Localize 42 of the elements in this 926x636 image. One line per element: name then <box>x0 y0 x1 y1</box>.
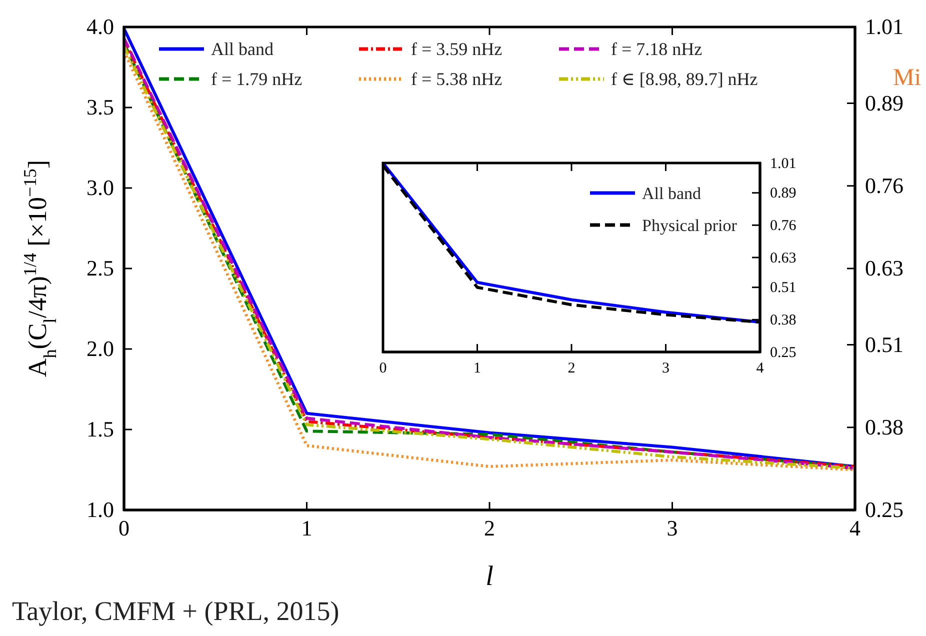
legend-label: f = 7.18 nHz <box>611 39 702 59</box>
x-tick-label: 0 <box>118 516 130 541</box>
legend-label: All band <box>211 39 274 59</box>
legend-label: f ∈ [8.98, 89.7] nHz <box>611 69 758 89</box>
y-tick-label: 2.5 <box>86 256 114 281</box>
x-axis-title: l <box>486 561 494 592</box>
y2-tick-label: 0.89 <box>865 90 904 116</box>
y-tick-label: 3.5 <box>86 94 114 120</box>
text: Taylor, CMFM + (PRL, 2015) <box>12 596 340 626</box>
legend-label: All band <box>642 184 702 203</box>
legend-label: f = 5.38 nHz <box>411 69 502 89</box>
legend-label: f = 3.59 nHz <box>411 39 502 59</box>
y-tick-label: 0.63 <box>770 250 796 266</box>
text: Mi <box>893 65 922 91</box>
x-tick-label: 3 <box>662 360 670 377</box>
y2-tick-label: 0.76 <box>865 172 904 198</box>
y-tick-label: 0.25 <box>770 344 796 361</box>
y-tick-label: 0.76 <box>770 218 797 234</box>
y-tick-label: 1.0 <box>86 497 114 522</box>
x-tick-label: 4 <box>850 516 860 541</box>
y-tick-label: 3.0 <box>86 175 114 200</box>
y-tick-label: 0.51 <box>770 280 796 296</box>
x-tick-label: 3 <box>666 516 678 541</box>
y2-tick-label: 1.01 <box>865 14 904 40</box>
legend-label: f = 1.79 nHz <box>211 69 302 89</box>
y-tick-label: 4.0 <box>86 14 114 40</box>
x-tick-label: 0 <box>379 360 387 377</box>
x-tick-label: 2 <box>568 360 576 377</box>
x-tick-label: 1 <box>474 360 481 377</box>
y-tick-label: 0.89 <box>770 186 796 202</box>
legend-label: Physical prior <box>642 216 738 235</box>
x-tick-label: 4 <box>756 360 764 377</box>
y-tick-label: 0.38 <box>770 312 796 328</box>
x-tick-label: 2 <box>484 516 495 541</box>
y2-tick-label: 0.63 <box>865 256 904 281</box>
y-tick-label: 2.0 <box>86 336 114 362</box>
y2-tick-label: 0.25 <box>865 497 904 522</box>
y-tick-label: 1.5 <box>86 416 114 442</box>
y2-tick-label: 0.51 <box>865 332 904 357</box>
y2-tick-label: 0.38 <box>865 414 904 440</box>
y-tick-label: 1.01 <box>770 156 796 172</box>
x-tick-label: 1 <box>301 516 312 541</box>
